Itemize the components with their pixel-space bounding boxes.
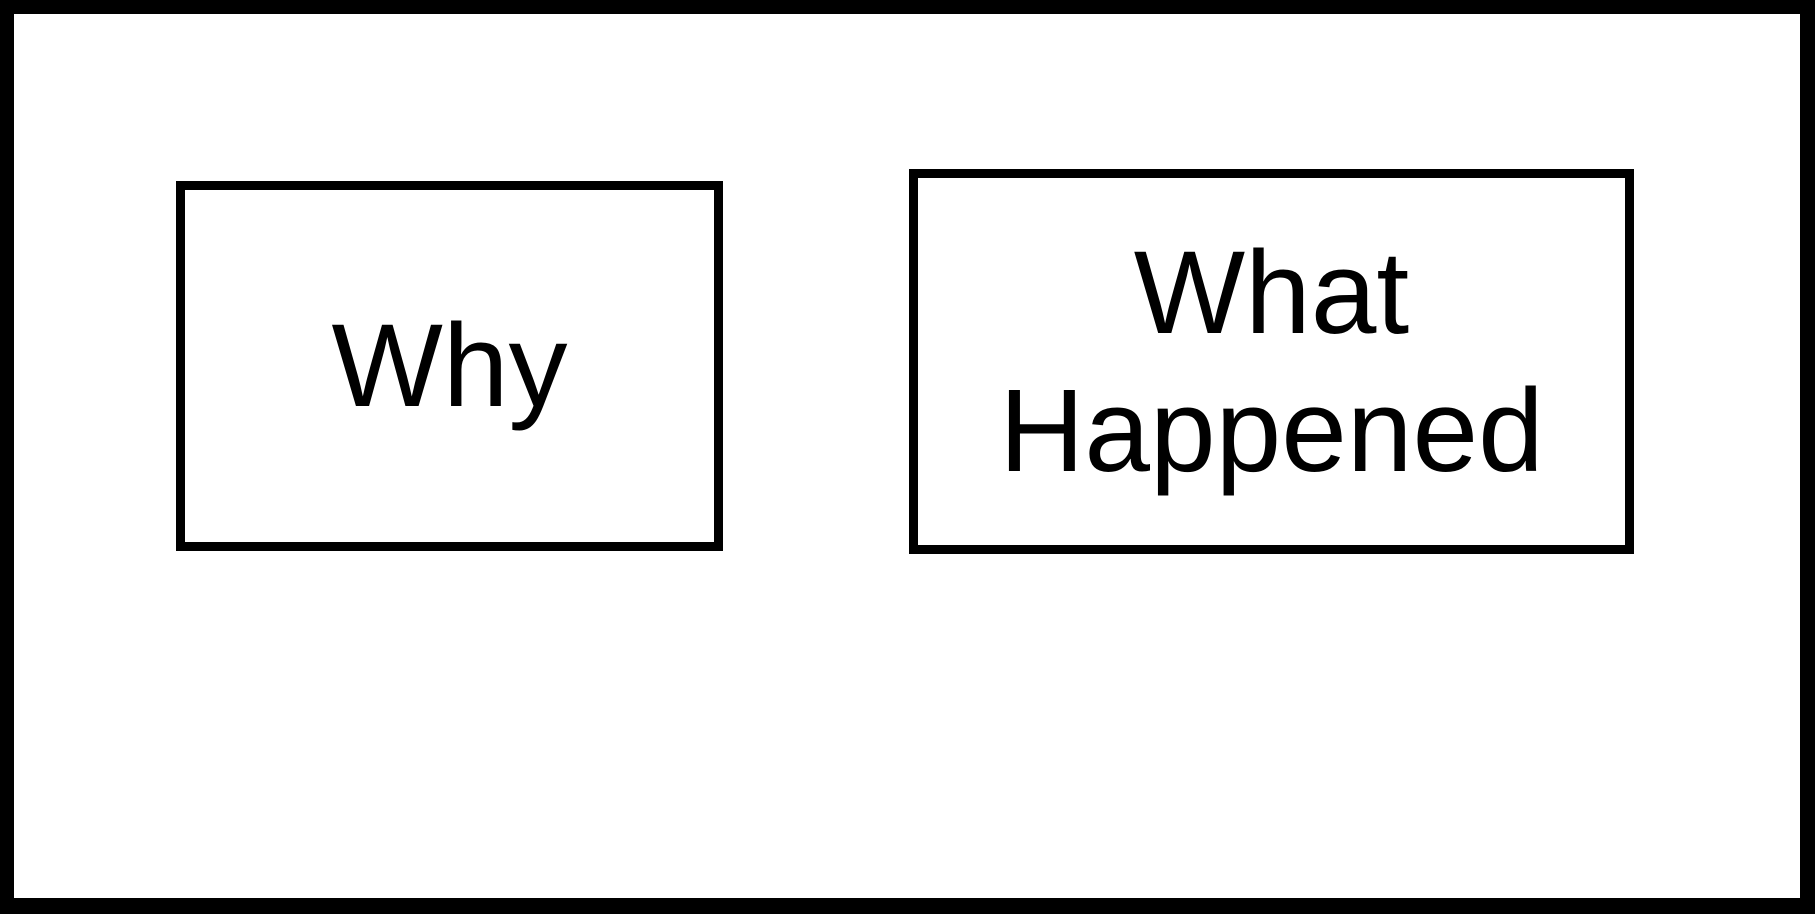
node-what-happened-label: What Happened: [999, 226, 1544, 497]
node-why-label: Why: [331, 300, 568, 432]
diagram-canvas: Why What Happened: [14, 14, 1800, 898]
node-why[interactable]: Why: [176, 181, 723, 551]
node-what-happened[interactable]: What Happened: [909, 169, 1634, 554]
